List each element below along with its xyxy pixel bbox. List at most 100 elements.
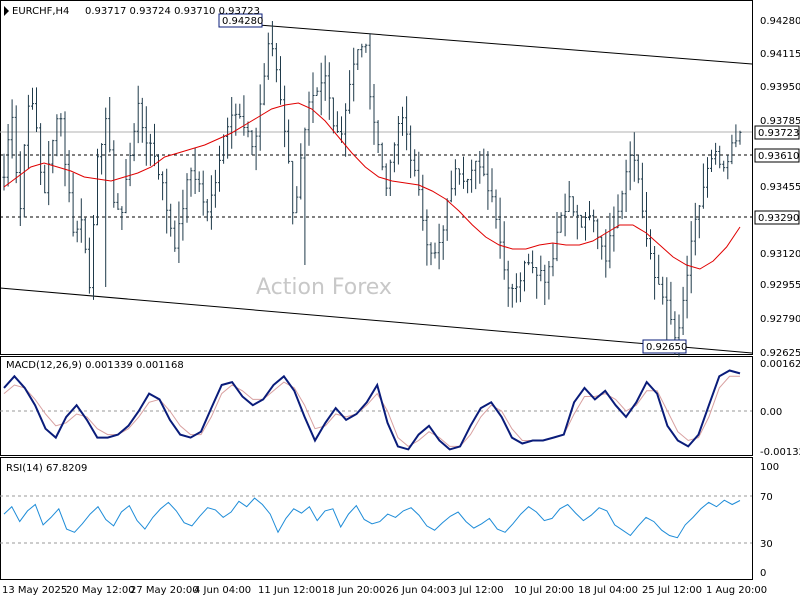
ohlc-bar bbox=[319, 62, 323, 116]
macd-tick: 0.001625 bbox=[760, 359, 800, 370]
ohlc-bar bbox=[63, 111, 67, 187]
ohlc-bar bbox=[640, 162, 644, 219]
ohlc-bar bbox=[396, 116, 400, 165]
ohlc-bar bbox=[689, 221, 693, 294]
ohlc-bar bbox=[376, 120, 380, 153]
ohlc-bar bbox=[726, 155, 730, 180]
time-label: 4 Jun 04:00 bbox=[194, 585, 251, 596]
ohlc-bar bbox=[35, 87, 38, 132]
rsi-panel-frame bbox=[0, 457, 753, 580]
time-axis: 13 May 2025 20 May 12:00 27 May 20:00 4 … bbox=[2, 585, 767, 596]
price-tick: 0.92625 bbox=[760, 348, 800, 359]
ohlc-bar bbox=[490, 168, 494, 203]
watermark: Action Forex bbox=[256, 275, 392, 300]
ohlc-bar bbox=[218, 145, 221, 192]
ohlc-bar bbox=[734, 124, 738, 148]
ohlc-bar bbox=[401, 106, 404, 136]
ohlc-bar bbox=[657, 254, 661, 285]
time-label: 13 May 2025 bbox=[2, 585, 67, 596]
time-label: 10 Jul 20:00 bbox=[514, 585, 574, 596]
rsi-tick: 70 bbox=[760, 492, 773, 503]
price-axis: 0.94280 0.94115 0.93950 0.93785 0.93455 … bbox=[754, 16, 800, 359]
ohlc-bar bbox=[453, 159, 457, 196]
ohlc-bar bbox=[120, 206, 124, 230]
ohlc-bar bbox=[108, 97, 112, 153]
ohlc-bar bbox=[348, 70, 352, 114]
ohlc-bar bbox=[201, 170, 205, 216]
ohlc-bar bbox=[230, 97, 234, 149]
ohlc-bar bbox=[584, 212, 587, 241]
ohlc-bar bbox=[531, 250, 535, 274]
ohlc-bar bbox=[185, 173, 189, 223]
macd-signal-line bbox=[3, 375, 740, 448]
ohlc-bar bbox=[421, 174, 425, 231]
collapse-triangle-icon bbox=[4, 6, 9, 16]
ohlc-bar bbox=[575, 204, 579, 240]
ohlc-bar bbox=[437, 223, 441, 270]
ohlc-bar bbox=[571, 196, 575, 217]
price-tick: 0.94280 bbox=[760, 16, 800, 27]
ohlc-bar bbox=[535, 267, 539, 299]
rsi-tick: 30 bbox=[760, 539, 773, 550]
resistance-label: 0.93610 bbox=[758, 151, 799, 162]
ohlc-bar bbox=[380, 142, 384, 171]
ohlc-bar bbox=[59, 113, 63, 137]
high-marker: 0.94280 bbox=[218, 13, 263, 28]
support-label: 0.93290 bbox=[758, 213, 799, 224]
ohlc-bar bbox=[559, 212, 563, 233]
ohlc-bar bbox=[340, 116, 343, 143]
symbol-label: EURCHF,H4 bbox=[12, 6, 69, 17]
ohlc-bar bbox=[510, 283, 514, 308]
ohlc-bar bbox=[331, 97, 335, 134]
ohlc-bar bbox=[14, 105, 18, 184]
ohlc-bar bbox=[470, 159, 474, 193]
ohlc-bar bbox=[547, 261, 551, 300]
price-tick: 0.93455 bbox=[760, 182, 800, 193]
channel-lower-line bbox=[0, 287, 753, 354]
time-label: 1 Aug 20:00 bbox=[706, 585, 767, 596]
ohlc-bar bbox=[6, 124, 10, 187]
ohlc-bar bbox=[311, 72, 315, 123]
ohlc-bar bbox=[466, 178, 470, 194]
ohlc-bar bbox=[75, 220, 79, 243]
ohlc-bar bbox=[144, 106, 148, 166]
ohlc-bar bbox=[335, 111, 339, 133]
ohlc-bar bbox=[681, 286, 685, 335]
ohlc-bar bbox=[266, 32, 270, 80]
ohlc-bar bbox=[462, 156, 465, 189]
ohlc-bar bbox=[205, 199, 209, 222]
ohlc-bar bbox=[498, 197, 502, 259]
ohlc-bar bbox=[413, 149, 417, 177]
ohlc-bar bbox=[161, 171, 165, 201]
macd-title: MACD(12,26,9) 0.001339 0.001168 bbox=[6, 360, 184, 371]
ohlc-bar bbox=[722, 160, 726, 172]
ohlc-bar bbox=[189, 167, 193, 197]
ohlc-bar bbox=[372, 84, 376, 145]
price-tick: 0.93120 bbox=[760, 249, 800, 260]
ohlc-bar bbox=[291, 160, 295, 225]
price-tick: 0.94115 bbox=[760, 49, 800, 60]
ohlc-bar bbox=[364, 43, 368, 53]
ohlc-bar bbox=[706, 157, 709, 198]
ohlc-bar bbox=[315, 87, 319, 96]
ohlc-bar bbox=[254, 127, 258, 171]
ohlc-bar bbox=[567, 181, 571, 212]
ohlc-bar bbox=[632, 132, 636, 182]
ohlc-bar bbox=[514, 273, 518, 303]
ohlc-bar bbox=[356, 49, 360, 70]
ohlc-bar bbox=[425, 209, 429, 266]
time-label: 3 Jul 12:00 bbox=[450, 585, 504, 596]
time-label: 26 Jun 04:00 bbox=[386, 585, 450, 596]
ohlc-bar bbox=[274, 43, 278, 83]
panel-frames bbox=[0, 0, 753, 580]
price-tick: 0.93785 bbox=[760, 116, 800, 127]
ohlc-bar bbox=[710, 149, 713, 172]
chart-header: EURCHF,H4 0.93717 0.93724 0.93710 0.9372… bbox=[4, 6, 260, 17]
ohlc-bar bbox=[600, 236, 604, 260]
ohlc-bar bbox=[47, 141, 51, 206]
ohlc-bar bbox=[124, 159, 128, 214]
ohlc-bar bbox=[518, 272, 522, 303]
price-bars bbox=[2, 21, 742, 358]
support-box bbox=[754, 210, 800, 225]
